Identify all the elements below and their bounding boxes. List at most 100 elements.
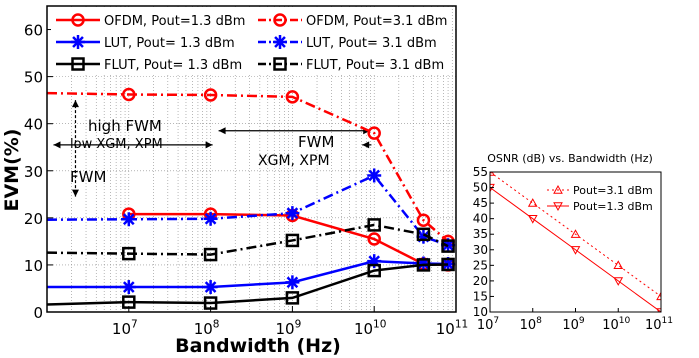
data-point	[527, 198, 538, 207]
legend-entry: OFDM, Pout=3.1 dBm	[258, 13, 447, 29]
data-point	[613, 260, 624, 270]
x-axis-label: Bandwidth (Hz)	[175, 335, 341, 357]
data-point	[416, 227, 431, 242]
annotation-arrow-fwm	[71, 100, 79, 197]
legend-marker	[71, 35, 85, 49]
series-line	[490, 187, 661, 312]
legend-entry: FLUT, Pout= 3.1 dBm	[258, 57, 444, 73]
y-tick-label: 35	[473, 227, 488, 241]
annotation-arrow-high-band	[218, 127, 371, 135]
x-tick-label: 109	[562, 316, 585, 333]
y-tick-label: 40	[24, 116, 43, 134]
x-axis: 107 108 109 1010 1011	[477, 308, 673, 333]
legend: OFDM, Pout=1.3 dBm OFDM, Pout=3.1 dBm LUT,…	[51, 9, 451, 75]
y-tick-label: 30	[473, 243, 488, 257]
y-tick-label: 10	[24, 257, 43, 275]
legend-label: OFDM, Pout=3.1 dBm	[306, 14, 447, 29]
data-point	[570, 229, 581, 238]
y-tick-label: 55	[473, 165, 488, 179]
legend: Pout=3.1 dBm Pout=1.3 dBm	[547, 184, 653, 213]
series-5	[47, 218, 455, 262]
data-point	[367, 232, 381, 246]
annotation-arrow-fwm-right	[362, 141, 372, 149]
osnr-chart-title: OSNR (dB) vs. Bandwidth (Hz)	[487, 152, 653, 165]
data-point	[285, 90, 300, 104]
y-tick-label: 0	[33, 304, 43, 322]
x-tick-label: 107	[112, 318, 138, 338]
x-tick-label: 1011	[645, 316, 673, 333]
series-line	[490, 172, 661, 297]
y-tick-label: 25	[473, 258, 488, 272]
data-point	[367, 263, 381, 278]
legend-marker	[553, 184, 563, 194]
x-tick-label: 1010	[354, 318, 386, 338]
legend-marker	[273, 57, 287, 71]
annotation-high-fwm: high FWM	[88, 117, 162, 135]
x-tick-label: 108	[194, 318, 220, 338]
data-point	[203, 211, 218, 226]
data-point	[441, 257, 455, 272]
legend-label: OFDM, Pout=1.3 dBm	[104, 14, 245, 29]
series-4	[47, 257, 455, 310]
series-line	[47, 91, 449, 243]
y-axis: 0 10 20 30 40 50 60	[24, 22, 53, 322]
data-point	[203, 88, 218, 102]
data-point	[570, 246, 581, 255]
legend-marker	[71, 13, 85, 27]
y-tick-label: 20	[24, 210, 43, 228]
annotation-low-xgm: low XGM, XPM	[70, 137, 163, 152]
x-tick-label: 108	[520, 316, 543, 333]
series-1	[47, 87, 455, 249]
annotation-fwm-right: FWM	[298, 133, 334, 151]
legend-entry: Pout=3.1 dBm	[547, 184, 653, 197]
legend-label: FLUT, Pout= 1.3 dBm	[104, 58, 242, 73]
data-point	[285, 206, 300, 221]
data-point	[416, 213, 431, 227]
legend-marker	[553, 202, 563, 212]
series-line	[128, 212, 449, 267]
legend-label: Pout=3.1 dBm	[573, 184, 653, 197]
series-layer	[47, 87, 456, 310]
y-axis-label: EVM(%)	[1, 129, 23, 212]
annotations: high FWM low XGM, XPM FWM FWM XGM, XPM	[53, 100, 372, 197]
legend-label: Pout=1.3 dBm	[573, 200, 653, 213]
legend-label: FLUT, Pout= 3.1 dBm	[306, 58, 444, 73]
series-0	[490, 172, 661, 301]
y-tick-label: 40	[473, 212, 488, 226]
legend-label: LUT, Pout= 1.3 dBm	[104, 36, 235, 51]
x-tick-label: 1010	[602, 316, 630, 333]
plot-frame	[46, 5, 457, 313]
data-point	[285, 233, 300, 248]
legend-entry: FLUT, Pout= 1.3 dBm	[56, 57, 242, 73]
data-point	[367, 126, 381, 140]
data-point	[122, 87, 136, 102]
data-point	[285, 291, 300, 305]
x-axis: 107 108 109 1010 1011	[112, 306, 468, 338]
legend-marker	[273, 35, 287, 49]
series-line	[47, 223, 449, 256]
data-point	[367, 168, 382, 183]
y-tick-label: 15	[473, 289, 488, 303]
data-point	[121, 280, 136, 295]
y-tick-label: 30	[24, 163, 43, 181]
annotation-fwm-left: FWM	[70, 168, 106, 186]
data-point	[285, 275, 300, 290]
legend-box	[51, 9, 451, 75]
legend-label: LUT, Pout= 3.1 dBm	[306, 36, 437, 51]
legend-entry: OFDM, Pout=1.3 dBm	[56, 13, 245, 29]
data-point	[527, 214, 538, 224]
osnr-chart: OSNR (dB) vs. Bandwidth (Hz) 107 108 109 10…	[473, 152, 673, 333]
data-point	[203, 247, 218, 262]
series-2	[47, 254, 456, 295]
legend-marker	[273, 13, 287, 27]
data-point	[416, 258, 431, 272]
data-point	[121, 212, 136, 227]
data-point	[203, 280, 218, 295]
data-point	[122, 246, 136, 261]
series-line	[47, 173, 449, 247]
series-line	[47, 263, 449, 306]
y-tick-label: 60	[24, 22, 43, 40]
y-tick-label: 20	[473, 274, 488, 288]
legend-entry: Pout=1.3 dBm	[547, 200, 653, 213]
